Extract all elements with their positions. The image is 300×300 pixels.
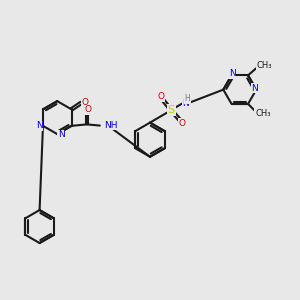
Text: CH₃: CH₃ xyxy=(256,61,272,70)
Text: N: N xyxy=(182,99,189,108)
Text: O: O xyxy=(158,92,164,101)
Text: N: N xyxy=(58,130,64,140)
Text: N: N xyxy=(36,122,43,130)
Text: O: O xyxy=(178,119,186,128)
Text: O: O xyxy=(85,106,92,115)
Text: CH₃: CH₃ xyxy=(255,109,271,118)
Text: N: N xyxy=(229,69,236,78)
Text: S: S xyxy=(168,105,175,115)
Text: O: O xyxy=(82,98,88,106)
Text: N: N xyxy=(251,84,258,93)
Text: H: H xyxy=(184,94,190,103)
Text: NH: NH xyxy=(104,121,117,130)
